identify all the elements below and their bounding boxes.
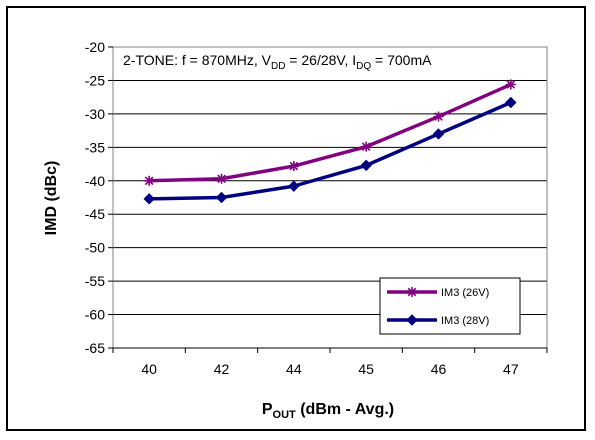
x-tick-label: 46 [431, 361, 447, 377]
x-axis-title: POUT (dBm - Avg.) [262, 401, 394, 421]
y-tick-labels: -20 -25 -30 -35 -40 -45 -50 -55 -60 -65 [85, 39, 113, 356]
data-point-diamond [505, 96, 517, 109]
y-tick-label: -65 [85, 340, 105, 356]
y-tick-label: -55 [85, 273, 105, 289]
data-point-star [144, 175, 155, 186]
x-tick-label: 42 [214, 361, 230, 377]
legend: IM3 (26V) IM3 (28V) [379, 277, 521, 335]
star-stroke [289, 161, 299, 171]
y-tick-label: -35 [85, 139, 105, 155]
series-2 [143, 96, 517, 205]
y-axis-title: IMD (dBc) [43, 161, 60, 236]
y-tick-label: -45 [85, 206, 105, 222]
data-point-star [433, 111, 444, 122]
star-stroke [506, 80, 516, 89]
data-point-diamond [360, 159, 372, 172]
legend-label: IM3 (28V) [441, 315, 489, 327]
data-point-star [288, 161, 299, 172]
series-lines [143, 79, 517, 205]
data-point-star [361, 141, 372, 152]
data-point-star [216, 173, 227, 184]
series-line [149, 100, 512, 201]
data-point-diamond [143, 193, 155, 205]
star-stroke [407, 287, 417, 297]
data-point-diamond [215, 191, 228, 204]
star-stroke [144, 176, 154, 186]
star-stroke [361, 142, 371, 151]
star-stroke [217, 174, 226, 184]
series-line [149, 82, 512, 183]
data-point-diamond [432, 128, 445, 140]
data-point-diamond [406, 314, 418, 326]
y-tick-label: -25 [85, 72, 105, 88]
y-tick-label: -30 [85, 106, 105, 122]
legend-item: IM3 (26V) [387, 287, 489, 299]
x-tick-label: 40 [141, 361, 157, 377]
y-tick-label: -60 [85, 307, 105, 323]
legend-item: IM3 (28V) [387, 314, 489, 327]
data-point-star [505, 79, 516, 90]
y-tick-label: -50 [85, 240, 105, 256]
x-tick-label: 45 [358, 361, 374, 377]
chart-frame [6, 6, 586, 431]
data-point-diamond [288, 180, 300, 192]
x-tick-label: 44 [286, 361, 302, 377]
y-tick-label: -40 [85, 173, 105, 189]
legend-label: IM3 (26V) [441, 287, 489, 299]
star-stroke [434, 112, 443, 121]
x-tick-label: 47 [503, 361, 519, 377]
y-tick-label: -20 [85, 39, 105, 55]
data-point-star [407, 287, 417, 297]
legend-box [379, 277, 521, 335]
series-1 [144, 79, 516, 186]
chart-annotation: 2-TONE: f = 870MHz, VDD = 26/28V, IDQ = … [123, 52, 432, 72]
x-tick-labels: 40 42 44 45 46 47 [112, 347, 548, 377]
